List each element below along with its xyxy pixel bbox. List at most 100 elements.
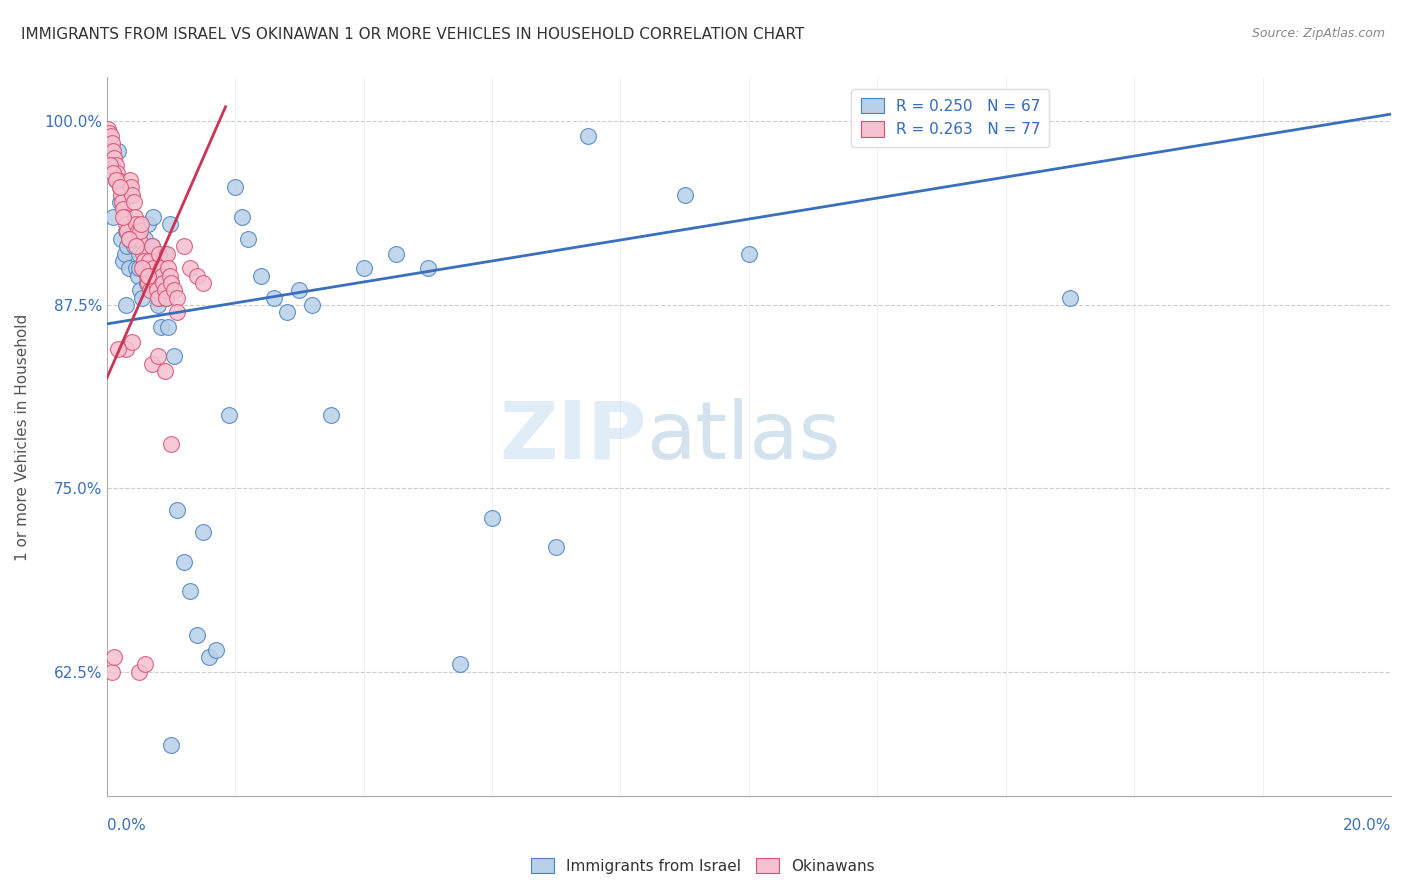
Point xyxy=(128,261,150,276)
Point xyxy=(146,298,169,312)
Point xyxy=(135,276,157,290)
Point xyxy=(139,283,162,297)
Point xyxy=(120,187,142,202)
Point xyxy=(132,253,155,268)
Point xyxy=(107,342,129,356)
Point xyxy=(141,357,163,371)
Point xyxy=(108,195,131,210)
Point xyxy=(160,276,183,290)
Point xyxy=(173,239,195,253)
Point xyxy=(101,136,124,151)
Point xyxy=(115,217,138,231)
Point xyxy=(118,261,141,276)
Point xyxy=(127,268,149,283)
Point xyxy=(449,657,471,672)
Point xyxy=(127,225,149,239)
Point xyxy=(121,334,143,349)
Point xyxy=(143,268,166,283)
Point xyxy=(132,246,155,260)
Point xyxy=(129,283,152,297)
Point xyxy=(155,291,177,305)
Point xyxy=(103,650,125,665)
Point xyxy=(129,225,152,239)
Point xyxy=(156,246,179,260)
Point xyxy=(150,319,173,334)
Point xyxy=(153,283,176,297)
Text: ZIP: ZIP xyxy=(499,398,647,476)
Point xyxy=(110,232,132,246)
Point xyxy=(138,253,160,268)
Point xyxy=(146,253,169,268)
Point xyxy=(131,261,153,276)
Point xyxy=(128,665,150,679)
Text: 0.0%: 0.0% xyxy=(107,818,145,833)
Point xyxy=(288,283,311,297)
Point xyxy=(118,173,141,187)
Point xyxy=(111,253,134,268)
Point xyxy=(120,180,142,194)
Point xyxy=(179,261,201,276)
Text: atlas: atlas xyxy=(647,398,841,476)
Point xyxy=(301,298,323,312)
Point xyxy=(117,225,139,239)
Point xyxy=(124,261,146,276)
Point xyxy=(576,129,599,144)
Point xyxy=(141,239,163,253)
Point xyxy=(263,291,285,305)
Point xyxy=(128,246,150,260)
Point xyxy=(738,246,761,260)
Point xyxy=(546,540,568,554)
Point xyxy=(121,217,143,231)
Point xyxy=(101,210,124,224)
Legend: Immigrants from Israel, Okinawans: Immigrants from Israel, Okinawans xyxy=(524,852,882,880)
Point xyxy=(160,276,183,290)
Point xyxy=(150,268,173,283)
Point xyxy=(115,225,138,239)
Point xyxy=(111,195,134,210)
Text: IMMIGRANTS FROM ISRAEL VS OKINAWAN 1 OR MORE VEHICLES IN HOUSEHOLD CORRELATION C: IMMIGRANTS FROM ISRAEL VS OKINAWAN 1 OR … xyxy=(21,27,804,42)
Point xyxy=(117,239,139,253)
Legend: R = 0.250   N = 67, R = 0.263   N = 77: R = 0.250 N = 67, R = 0.263 N = 77 xyxy=(852,88,1049,146)
Point xyxy=(131,217,153,231)
Point xyxy=(321,408,343,422)
Point xyxy=(122,195,145,210)
Point xyxy=(136,276,159,290)
Point xyxy=(236,232,259,246)
Point xyxy=(191,276,214,290)
Point xyxy=(128,232,150,246)
Point xyxy=(132,246,155,260)
Point xyxy=(105,173,128,187)
Point xyxy=(384,246,406,260)
Point xyxy=(156,319,179,334)
Point xyxy=(108,180,131,194)
Point xyxy=(135,268,157,283)
Point xyxy=(163,283,186,297)
Point xyxy=(98,126,121,140)
Point xyxy=(134,261,156,276)
Point xyxy=(166,503,188,517)
Point xyxy=(146,283,169,297)
Point xyxy=(205,642,228,657)
Point xyxy=(108,180,131,194)
Point xyxy=(159,268,181,283)
Point xyxy=(231,210,253,224)
Point xyxy=(104,159,127,173)
Point xyxy=(138,217,160,231)
Point xyxy=(121,187,143,202)
Point xyxy=(107,173,129,187)
Point xyxy=(153,246,176,260)
Point xyxy=(107,144,129,158)
Point xyxy=(101,665,124,679)
Point xyxy=(166,305,188,319)
Point xyxy=(111,210,134,224)
Point xyxy=(152,276,174,290)
Point xyxy=(481,510,503,524)
Point xyxy=(98,159,121,173)
Point xyxy=(112,202,135,217)
Point xyxy=(105,173,128,187)
Point xyxy=(110,187,132,202)
Point xyxy=(153,364,176,378)
Point xyxy=(166,291,188,305)
Point xyxy=(157,261,180,276)
Point xyxy=(146,349,169,363)
